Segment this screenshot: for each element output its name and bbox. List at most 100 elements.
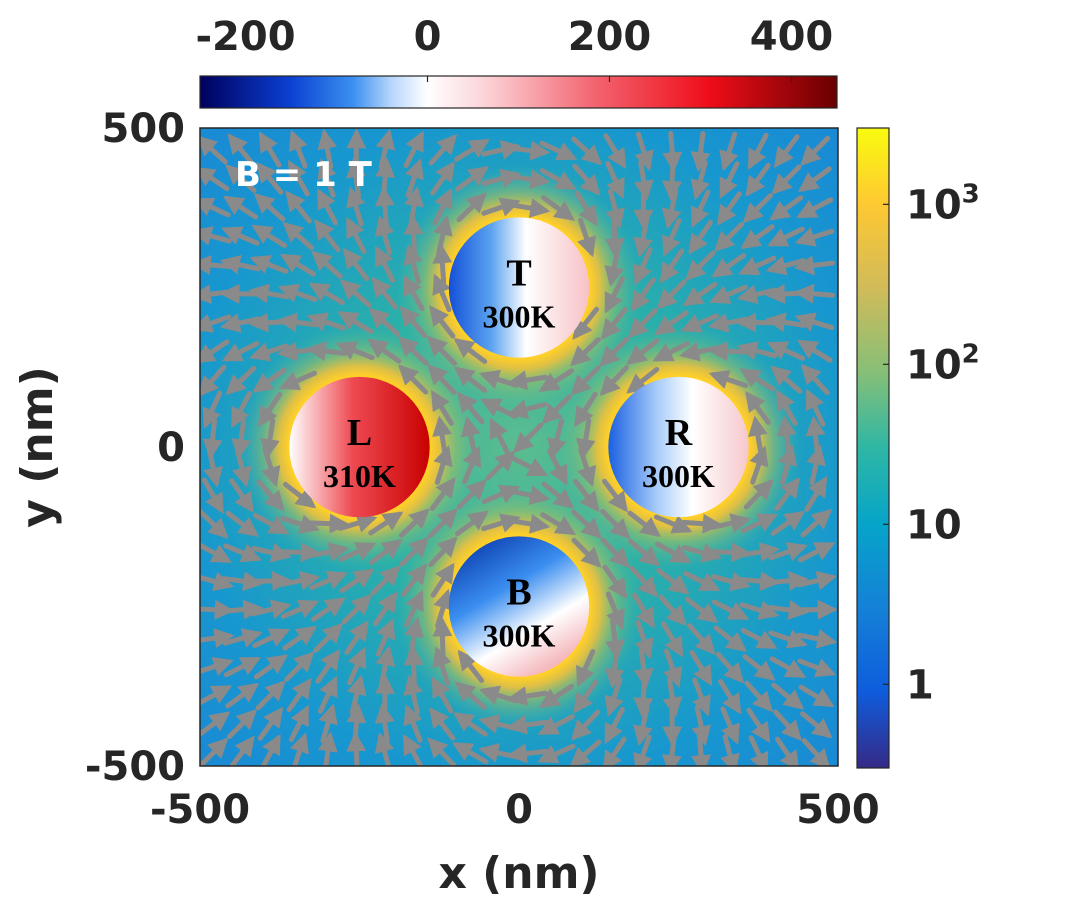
field-arrow: [713, 625, 747, 652]
field-arrow: [400, 563, 427, 598]
field-arrow: [200, 166, 230, 192]
field-arrow: [432, 243, 453, 285]
field-arrow: [685, 250, 716, 281]
field-arrow: [744, 680, 773, 713]
particle-R: R 300K: [608, 376, 749, 518]
field-arrow: [681, 543, 723, 563]
field-arrow: [282, 481, 317, 509]
field-arrow: [773, 709, 802, 741]
particle-label: L: [347, 412, 372, 454]
field-arrow: [710, 571, 751, 592]
field-arrow: [346, 216, 367, 255]
field-arrow: [569, 739, 602, 766]
field-arrow: [691, 733, 711, 766]
field-arrow: [428, 536, 458, 568]
field-arrow: [489, 417, 510, 456]
field-arrow: [375, 157, 396, 199]
field-arrow: [284, 651, 315, 682]
field-arrow: [252, 512, 290, 535]
field-arrow: [280, 599, 320, 619]
field-arrow: [570, 709, 601, 741]
field-arrow: [404, 616, 424, 658]
field-arrow: [662, 130, 683, 173]
right-colorbar-tick-label: 10: [906, 502, 962, 548]
field-arrow: [223, 195, 259, 220]
field-arrow: [337, 513, 378, 533]
field-arrow: [290, 732, 310, 766]
field-arrow: [398, 508, 430, 538]
field-arrow: [602, 564, 628, 599]
field-arrow: [454, 138, 490, 162]
field-arrow: [427, 508, 458, 539]
y-tick-label: -500: [85, 744, 185, 790]
field-arrow: [745, 391, 771, 425]
y-tick-label: 0: [157, 425, 185, 471]
field-arrow: [774, 477, 800, 512]
field-arrow: [372, 591, 398, 627]
field-arrow: [768, 542, 808, 562]
field-arrow: [600, 306, 628, 340]
field-arrow: [740, 627, 778, 649]
field-arrow: [793, 283, 836, 304]
plot-area: L 310K T 300K R 300K B 300K B = 1 T: [199, 127, 839, 767]
field-arrow: [222, 628, 263, 648]
field-arrow: [454, 510, 489, 537]
field-arrow: [374, 245, 396, 283]
field-arrow: [429, 477, 456, 512]
particle-label: R: [665, 412, 693, 454]
field-arrow: [800, 363, 830, 396]
field-arrow: [371, 276, 399, 310]
field-arrow: [317, 188, 339, 226]
field-arrow: [404, 158, 424, 198]
field-arrow: [570, 136, 603, 166]
field-arrow: [537, 714, 575, 735]
field-arrow: [794, 227, 835, 247]
field-arrow: [800, 135, 831, 166]
field-arrow: [374, 215, 395, 256]
field-arrow: [576, 649, 596, 688]
particle-temp-label: 300K: [483, 618, 556, 654]
field-arrow: [743, 479, 774, 510]
top-colorbar-tick-label: 0: [414, 14, 442, 60]
field-arrow: [257, 706, 284, 741]
field-arrow: [200, 509, 229, 539]
x-tick-label: 500: [796, 787, 880, 833]
field-arrow: [225, 510, 259, 537]
field-arrow: [509, 513, 551, 534]
field-arrow: [282, 221, 315, 251]
field-arrow: [738, 542, 780, 562]
right-colorbar: 1 10 102 103: [856, 127, 980, 769]
field-arrow: [318, 703, 338, 744]
field-arrow: [746, 707, 771, 743]
field-arrow: [805, 388, 826, 427]
field-arrow: [739, 600, 780, 620]
field-arrow: [456, 479, 487, 510]
field-arrow: [793, 255, 836, 276]
field-arrow: [257, 392, 283, 428]
field-arrow: [510, 456, 549, 477]
field-arrow: [541, 195, 575, 221]
field-arrow: [507, 399, 548, 419]
field-arrow: [626, 338, 660, 366]
field-arrow: [375, 128, 396, 170]
field-arrow: [397, 336, 429, 366]
field-arrow: [368, 511, 404, 536]
field-arrow: [403, 704, 423, 743]
field-arrow: [253, 193, 286, 222]
field-arrow: [278, 370, 317, 390]
y-tick-label: 500: [102, 106, 186, 152]
field-arrow: [572, 306, 600, 340]
field-arrow: [311, 597, 346, 622]
field-arrow: [599, 336, 630, 367]
field-arrow: [453, 338, 488, 365]
field-arrow: [776, 415, 797, 457]
field-arrow: [574, 391, 598, 428]
field-arrow: [805, 415, 826, 457]
field-arrow: [796, 197, 834, 219]
field-arrow: [627, 510, 661, 537]
field-arrow: [228, 735, 255, 766]
field-arrow: [430, 562, 455, 598]
field-arrow: [713, 221, 745, 253]
field-arrow: [200, 737, 229, 766]
